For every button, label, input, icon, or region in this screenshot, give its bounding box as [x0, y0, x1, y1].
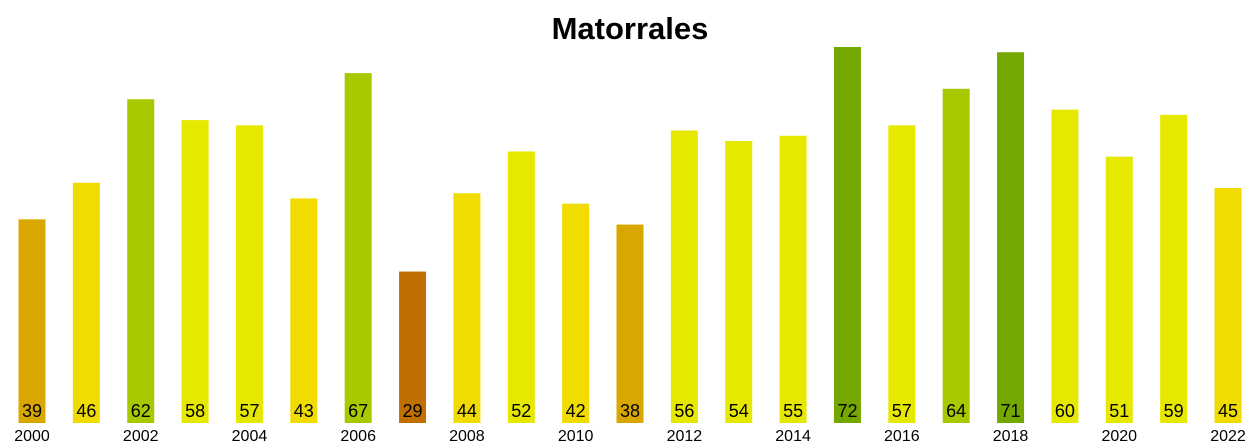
value-label: 59 [1164, 401, 1184, 421]
x-tick-label: 2020 [1101, 428, 1137, 445]
bar [779, 135, 807, 423]
bar [453, 193, 481, 423]
value-label: 62 [131, 401, 151, 421]
value-label: 72 [837, 401, 857, 421]
x-tick-label: 2018 [993, 428, 1029, 445]
value-label: 60 [1055, 401, 1075, 421]
x-tick-label: 2012 [667, 428, 703, 445]
bar [507, 151, 535, 423]
bar [181, 120, 209, 423]
chart-title: Matorrales [552, 11, 709, 46]
bar [1051, 109, 1079, 424]
x-tick-label: 2008 [449, 428, 485, 445]
value-label: 44 [457, 401, 477, 421]
value-label: 45 [1218, 401, 1238, 421]
value-label: 43 [294, 401, 314, 421]
bar [290, 198, 318, 423]
x-tick-label: 2022 [1210, 428, 1246, 445]
bar [833, 47, 861, 423]
bar [942, 88, 970, 424]
value-label: 64 [946, 401, 966, 421]
bar [18, 219, 46, 423]
value-label: 39 [22, 401, 42, 421]
bar [127, 99, 155, 423]
value-label: 42 [566, 401, 586, 421]
value-label: 46 [76, 401, 96, 421]
bar [616, 224, 644, 423]
x-tick-label: 2002 [123, 428, 159, 445]
value-label: 52 [511, 401, 531, 421]
value-label: 67 [348, 401, 368, 421]
value-label: 38 [620, 401, 640, 421]
value-label: 51 [1109, 401, 1129, 421]
value-label: 29 [403, 401, 423, 421]
bar [399, 271, 427, 423]
x-tick-label: 2014 [775, 428, 811, 445]
value-label: 55 [783, 401, 803, 421]
bar [725, 141, 753, 423]
value-label: 71 [1001, 401, 1021, 421]
x-tick-label: 2006 [340, 428, 376, 445]
bar [562, 203, 590, 423]
bar [997, 52, 1025, 423]
bar [344, 73, 372, 423]
x-tick-label: 2016 [884, 428, 920, 445]
value-label: 56 [674, 401, 694, 421]
bar [72, 182, 100, 423]
x-tick-label: 2000 [14, 428, 50, 445]
bar [670, 130, 698, 424]
bar [1160, 114, 1188, 423]
bar [235, 125, 263, 423]
value-label: 54 [729, 401, 749, 421]
value-label: 57 [892, 401, 912, 421]
value-label: 58 [185, 401, 205, 421]
x-tick-label: 2004 [232, 428, 268, 445]
x-tick-label: 2010 [558, 428, 594, 445]
bar [1105, 156, 1133, 423]
value-label: 57 [239, 401, 259, 421]
bar [1214, 188, 1242, 423]
bar [888, 125, 916, 423]
